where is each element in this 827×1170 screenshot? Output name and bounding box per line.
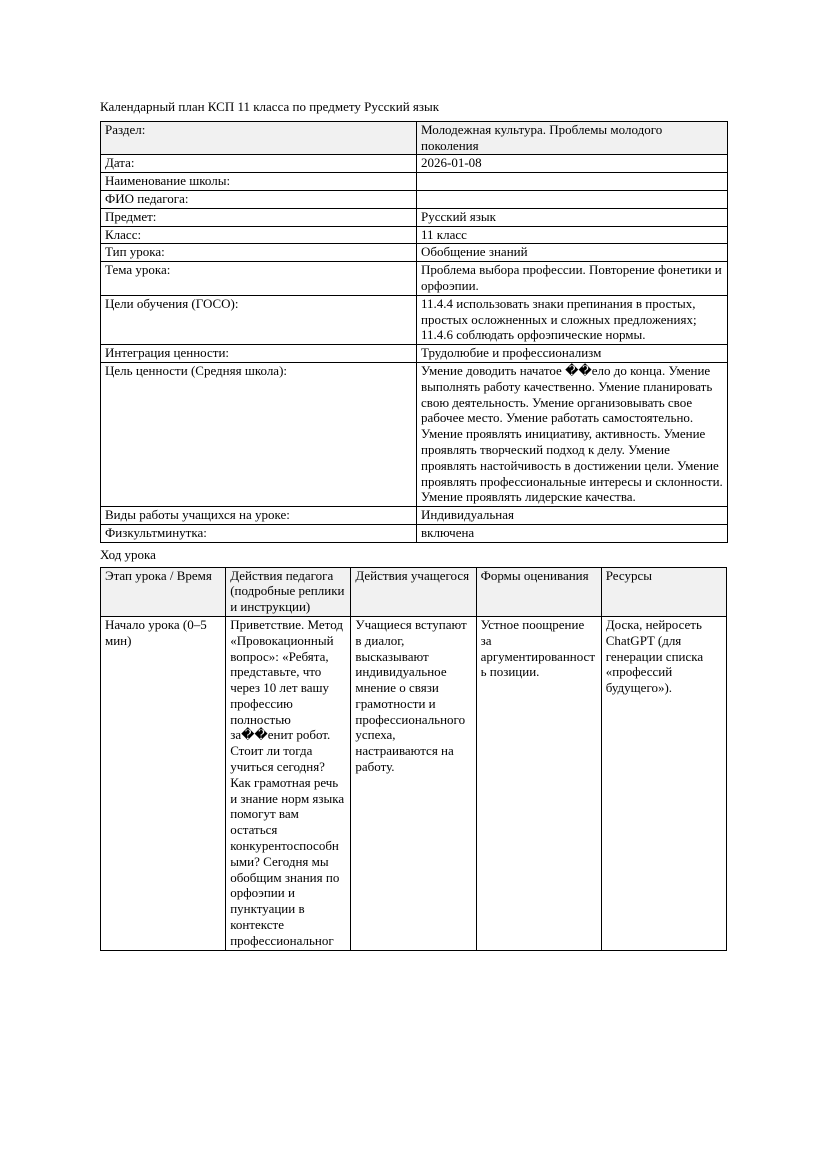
column-header-student-actions: Действия учащегося (350, 566, 477, 617)
info-label-cell: Раздел: (100, 120, 417, 156)
column-header-teacher-actions: Действия педагога (подробные реплики и и… (225, 566, 352, 617)
info-value-cell: Умение доводить начатое ��ело до конца. … (416, 361, 728, 508)
table-row: Интеграция ценности: Трудолюбие и профес… (100, 344, 728, 363)
table-header-row: Этап урока / Время Действия педагога (по… (99, 566, 728, 617)
info-label-cell: Цели обучения (ГОСО): (100, 294, 417, 346)
info-label-cell: Цель ценности (Средняя школа): (100, 361, 417, 508)
info-value-cell: включена (416, 523, 728, 543)
info-value-cell (416, 172, 728, 191)
table-row: Предмет: Русский язык (100, 207, 728, 227)
stage-cell: Начало урока (0–5 мин) (99, 615, 227, 951)
stage-text: Начало урока (0–5 мин) (105, 616, 207, 648)
teacher-actions-cell: Приветствие. Метод «Провокационный вопро… (225, 615, 352, 951)
table-row: Тип урока: Обобщение знаний (100, 243, 728, 263)
table-row: Начало урока (0–5 мин) Приветствие. Мето… (99, 615, 728, 951)
info-label-cell: Физкультминутка: (100, 523, 417, 543)
section-heading: Ход урока (100, 546, 156, 562)
info-label-cell: Тип урока: (100, 243, 417, 263)
table-row: Физкультминутка: включена (100, 523, 728, 543)
table-row: Тема урока: Проблема выбора профессии. П… (100, 261, 728, 296)
column-header-stage: Этап урока / Время (99, 566, 227, 617)
teacher-actions-text: Приветствие. Метод «Провокационный вопро… (230, 616, 345, 948)
info-value-cell: 2026-01-08 (416, 154, 728, 174)
student-actions-text: Учащиеся вступают в диалог, высказывают … (355, 616, 467, 775)
info-label-cell: ФИО педагога: (100, 189, 417, 209)
info-label-cell: Класс: (100, 225, 417, 245)
table-row: Цели обучения (ГОСО): 11.4.4 использоват… (100, 294, 728, 346)
table-row: ФИО педагога: (100, 189, 728, 209)
table-row: Виды работы учащихся на уроке: Индивидуа… (100, 506, 728, 525)
info-value-cell: 11.4.4 использовать знаки препинания в п… (416, 294, 728, 346)
column-header-resources: Ресурсы (600, 566, 728, 617)
table-row: Класс: 11 класс (100, 225, 728, 245)
lesson-flow-table: Этап урока / Время Действия педагога (по… (99, 566, 728, 951)
info-value-cell (416, 189, 728, 209)
assessment-cell: Устное поощрение за аргументированность … (475, 615, 602, 951)
resources-cell: Доска, нейросеть ChatGPT (для генерации … (600, 615, 728, 951)
info-label-cell: Виды работы учащихся на уроке: (100, 506, 417, 525)
info-label-cell: Тема урока: (100, 261, 417, 296)
table-row: Дата: 2026-01-08 (100, 154, 728, 174)
info-value-cell: Проблема выбора профессии. Повторение фо… (416, 261, 728, 296)
table-row: Цель ценности (Средняя школа): Умение до… (100, 361, 728, 508)
column-header-assessment: Формы оценивания (475, 566, 602, 617)
info-label-cell: Наименование школы: (100, 172, 417, 191)
info-value-cell: Индивидуальная (416, 506, 728, 525)
lesson-info-table: Раздел: Молодежная культура. Проблемы мо… (100, 120, 728, 543)
info-label-cell: Интеграция ценности: (100, 344, 417, 363)
assessment-text: Устное поощрение за аргументированность … (480, 616, 596, 680)
table-row: Раздел: Молодежная культура. Проблемы мо… (100, 120, 728, 156)
resources-text: Доска, нейросеть ChatGPT (для генерации … (605, 616, 704, 696)
table-row: Наименование школы: (100, 172, 728, 191)
info-value-cell: Русский язык (416, 207, 728, 227)
info-label-cell: Предмет: (100, 207, 417, 227)
info-value-cell: Молодежная культура. Проблемы молодого п… (416, 120, 728, 156)
document-title: Календарный план КСП 11 класса по предме… (100, 99, 440, 114)
info-value-cell: Трудолюбие и профессионализм (416, 344, 728, 363)
info-label-cell: Дата: (100, 154, 417, 174)
student-actions-cell: Учащиеся вступают в диалог, высказывают … (350, 615, 477, 951)
info-value-cell: Обобщение знаний (416, 243, 728, 263)
info-value-cell: 11 класс (416, 225, 728, 245)
